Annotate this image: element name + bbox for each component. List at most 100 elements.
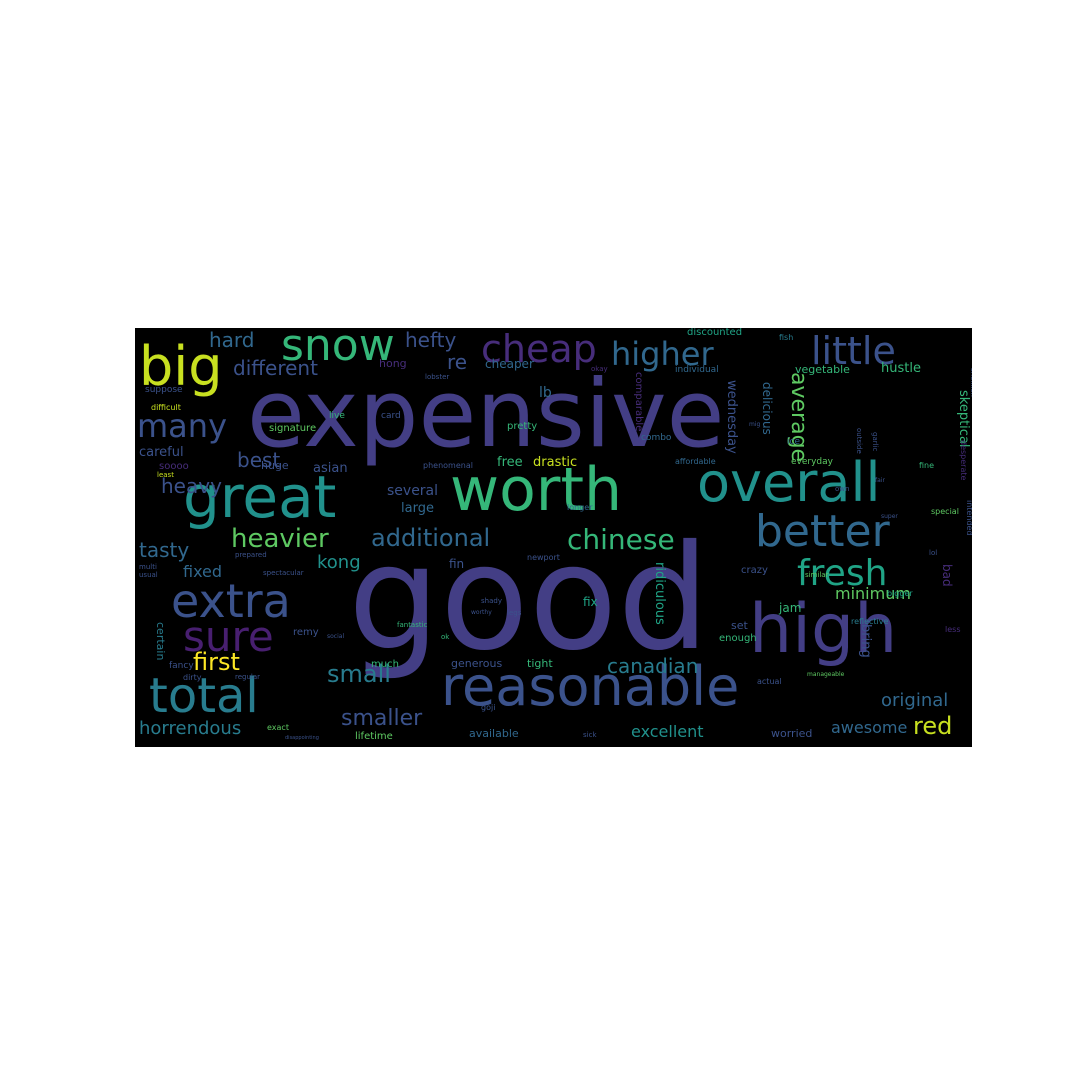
word-fancy: fancy [169, 661, 194, 671]
word-certain: certain [154, 622, 167, 661]
word-big: big [139, 335, 223, 398]
word-expensive: expensive [247, 360, 725, 469]
word-free: free [497, 455, 523, 470]
word-bring: bring [858, 624, 873, 658]
word-large: large [401, 501, 434, 516]
word-smaller: smaller [341, 706, 423, 731]
word-heavy: heavy [161, 474, 222, 498]
word-affordable: affordable [675, 457, 716, 466]
word-crazy: crazy [741, 565, 768, 576]
word-fair: fair [875, 477, 885, 484]
word-okay: okay [591, 365, 608, 373]
word-small: small [327, 660, 391, 688]
word-special: special [931, 507, 959, 516]
word-great: great [183, 463, 337, 531]
word-drastic: drastic [533, 455, 578, 470]
word-comparable: comparable [633, 372, 644, 432]
word-vegetable: vegetable [795, 363, 850, 376]
word-additional: additional [371, 524, 491, 552]
word-remy: remy [293, 627, 319, 638]
word-fresh: fresh [797, 553, 888, 594]
word-similar: similar [805, 571, 829, 579]
word-regular: regular [235, 673, 261, 681]
word-different: different [233, 356, 318, 380]
word-bad: bad [940, 564, 954, 587]
word-snow: snow [281, 328, 395, 371]
word-lol: lol [929, 549, 938, 557]
word-exact: exact [267, 723, 289, 732]
word-fin: fin [449, 557, 465, 571]
word-asian: asian [313, 461, 348, 476]
word-good: good [348, 514, 710, 683]
word-average: average [786, 372, 811, 463]
word-lobster: lobster [425, 373, 450, 381]
word-suppose: suppose [145, 385, 183, 395]
word-fine: fine [919, 461, 935, 470]
word-multi: multi [139, 563, 157, 571]
word-less: less [945, 625, 961, 634]
word-horrendous: horrendous [139, 718, 242, 739]
word-garlic: garlic [871, 432, 879, 452]
word-goji: goji [481, 703, 496, 712]
word-cloud: good expensive worth great overall high … [135, 328, 972, 747]
word-fix: fix [583, 595, 598, 609]
word-re: re [447, 350, 468, 374]
word-difficult: difficult [151, 403, 181, 412]
word-everyday: everyday [791, 457, 833, 467]
word-ice: ice [787, 437, 800, 447]
word-first: first [193, 648, 240, 676]
word-hustle: hustle [881, 361, 921, 376]
word-dirty: dirty [183, 673, 202, 682]
word-excellent: excellent [631, 722, 704, 741]
word-actual: actual [757, 677, 782, 686]
word-hong: hong [379, 357, 407, 370]
word-longer: longer [567, 503, 593, 512]
word-tasty: tasty [139, 538, 190, 562]
word-desperate: desperate [959, 440, 968, 481]
word-cheaper: cheaper [485, 357, 534, 371]
word-canadian: canadian [607, 654, 699, 678]
word-minimum: minimum [835, 584, 911, 603]
word-shady: shady [481, 597, 502, 605]
word-hard: hard [209, 328, 255, 352]
word-fantastic: fantastic [397, 621, 428, 629]
word-tight: tight [527, 657, 553, 670]
word-super: super [881, 513, 898, 520]
word-usual: usual [139, 571, 158, 579]
word-original: original [881, 690, 949, 711]
word-huge: huge [261, 459, 289, 472]
word-lifetime: lifetime [355, 731, 393, 742]
word-reflective: reflective [851, 617, 889, 626]
word-intended: intended [965, 500, 972, 536]
word-several: several [387, 483, 439, 499]
word-worried: worried [771, 727, 813, 740]
word-ok: ok [441, 633, 450, 641]
word-skeptical: skeptical [956, 390, 971, 448]
word-newport: newport [527, 553, 560, 562]
word-individual: individual [675, 365, 719, 375]
word-discounted: discounted [687, 328, 743, 338]
word-available: available [469, 727, 519, 740]
word-chinese: chinese [567, 523, 675, 556]
word-soooo: soooo [159, 461, 189, 472]
word-kong: kong [317, 552, 361, 573]
word-shellfish: shellfish [969, 368, 972, 397]
word-phenomenal: phenomenal [423, 461, 473, 470]
word-sick: sick [583, 731, 597, 739]
word-higher: higher [611, 335, 714, 373]
word-enough: enough [719, 633, 757, 644]
word-live: live [329, 411, 345, 421]
word-prepared: prepared [235, 551, 267, 559]
word-card: card [381, 411, 401, 421]
word-ridiculous: ridiculous [652, 562, 667, 625]
word-legs: legs [507, 609, 522, 617]
word-awesome: awesome [831, 718, 908, 737]
word-social: social [327, 633, 345, 640]
word-overall: overall [697, 451, 881, 514]
word-red: red [913, 712, 953, 740]
word-much: much [371, 659, 399, 670]
word-little: little [811, 329, 896, 373]
word-pretty: pretty [507, 421, 538, 432]
word-total: total [149, 668, 259, 724]
word-disappointing: disappointing [285, 735, 319, 741]
